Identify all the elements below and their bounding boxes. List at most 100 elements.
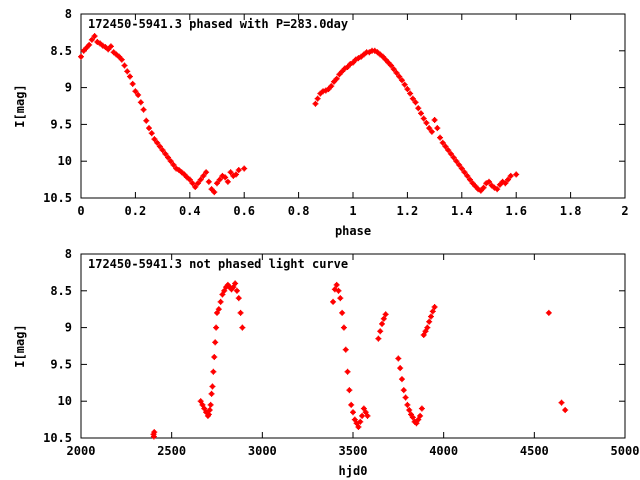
data-point [124,68,131,75]
data-point [379,320,386,327]
data-point [165,154,172,161]
data-point [453,158,460,165]
x-tick-label: 4000 [429,444,458,458]
data-point [214,180,220,187]
data-point [472,183,479,190]
data-point [210,368,217,375]
data-point [409,95,416,102]
data-point [346,387,353,394]
data-point [197,398,204,405]
data-point [351,416,358,423]
data-point [227,169,234,176]
data-point [390,66,397,73]
data-point [207,401,214,408]
data-point [434,125,441,132]
data-point [350,409,356,416]
x-tick-label: 2 [621,204,628,218]
data-point [211,354,218,361]
data-point [233,171,240,178]
data-point [431,303,438,310]
data-point [420,331,427,338]
data-point [513,171,520,178]
data-point [146,125,152,132]
data-point [339,309,346,316]
data-point [335,287,342,294]
data-point [116,53,123,60]
data-point [464,172,471,179]
data-point [194,180,201,187]
data-point [466,176,473,183]
data-point [429,308,436,315]
data-point [469,180,476,187]
chart-title: 172450-5941.3 phased with P=283.0day [88,17,348,31]
data-point [426,318,433,325]
data-point [203,169,210,176]
data-point [412,99,419,106]
y-tick-label: 9.5 [50,357,72,371]
data-point [344,368,351,375]
data-point [314,95,321,102]
data-point [375,335,382,342]
data-point [423,119,430,126]
data-point [379,53,386,60]
y-tick-label: 8.5 [50,44,72,58]
data-point [406,407,413,414]
data-point [222,174,229,181]
data-point [199,401,206,408]
data-point [447,150,454,157]
data-point [211,189,218,196]
data-point [420,115,427,122]
data-point [407,90,414,97]
data-point [333,75,340,82]
phased-light-curve-panel: 0 0.2 0.4 0.6 0.8 1 1.2 1.4 1.6 1.8 2 8 8.5 9 9.5 10 10.… [13,7,629,238]
data-point [382,311,389,318]
data-point [558,399,565,406]
data-point [170,161,177,168]
data-point [230,284,237,291]
data-point [418,110,424,117]
data-point [395,355,402,362]
data-point [129,80,136,87]
x-tick-label: 0.8 [288,204,310,218]
x-tick-label: 5000 [611,444,640,458]
x-tick-label: 4500 [520,444,549,458]
data-point [137,99,144,106]
data-point [208,390,215,397]
data-point [428,128,435,135]
data-point [382,56,389,63]
data-point [151,136,158,143]
data-point [206,407,213,414]
x-tick-label: 1.2 [397,204,419,218]
data-point [344,63,351,70]
data-point [364,412,371,419]
data-point [107,43,114,50]
data-point [215,306,222,313]
y-tick-label: 10.5 [43,191,72,205]
data-point [135,91,142,98]
data-point [393,69,400,76]
data-point [232,280,239,287]
data-point [337,295,344,302]
x-tick-label: 1.4 [451,204,473,218]
data-point [396,73,403,80]
data-point [494,186,501,193]
data-point [340,324,347,331]
data-point [162,150,169,157]
x-axis-label: hjd0 [339,464,368,478]
data-point [312,100,319,107]
data-point [380,315,387,322]
data-point [355,423,362,430]
y-tick-label: 9 [65,321,72,335]
data-point [205,178,212,185]
data-point [333,281,340,288]
data-point [424,324,431,331]
data-point [496,181,503,188]
data-point [413,420,420,427]
data-point [200,172,207,179]
x-tick-label: 0.6 [233,204,255,218]
data-point [427,313,434,320]
y-tick-label: 10 [58,394,72,408]
x-tick-label: 0.4 [179,204,201,218]
data-point [181,171,188,178]
